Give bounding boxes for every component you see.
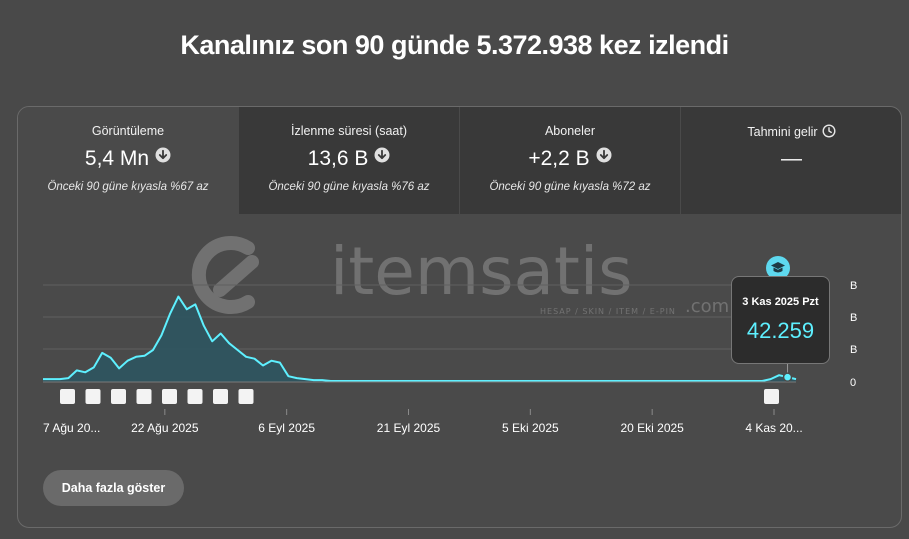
video-marker [85, 389, 101, 404]
watermark-tagline: HESAP / SKIN / ITEM / E-PIN [540, 307, 676, 316]
tab-value: 13,6 B [239, 147, 459, 171]
y-tick-label: B [850, 344, 857, 356]
video-marker [60, 389, 75, 404]
metric-tabs: Görüntüleme 5,4 Mn Önceki 90 güne kıyasl… [18, 107, 901, 215]
video-marker [213, 389, 228, 404]
arrow-down-circle-icon [596, 145, 612, 169]
x-tick-label: 21 Eyl 2025 [377, 421, 441, 435]
tab-value-text: +2,2 B [528, 147, 590, 170]
views-chart: B B B 0 7 Ağu 20... 22 Ağu 2025 6 Eyl 2025 21 E… [43, 280, 857, 435]
tab-label-text: Tahmini gelir [747, 124, 818, 139]
x-tick-label: 6 Eyl 2025 [258, 421, 315, 435]
show-more-button[interactable]: Daha fazla göster [43, 470, 184, 506]
data-point [782, 372, 793, 382]
tab-value-text: 13,6 B [307, 147, 369, 170]
tab-estimated-revenue[interactable]: Tahmini gelir — [681, 107, 901, 215]
watermark-brand: itemsatis [330, 233, 633, 310]
y-tick-label: B [850, 280, 857, 292]
tab-views[interactable]: Görüntüleme 5,4 Mn Önceki 90 güne kıyasl… [18, 107, 239, 215]
video-marker [111, 389, 126, 404]
x-tick-label: 5 Eki 2025 [502, 421, 559, 435]
watermark-tld: .com [685, 296, 729, 317]
chart-tooltip: 3 Kas 2025 Pzt 42.259 [731, 276, 830, 364]
x-tick-label: 20 Eki 2025 [620, 421, 684, 435]
tab-value: 5,4 Mn [18, 147, 238, 171]
tab-comparison-note: Önceki 90 güne kıyasla %67 az [47, 181, 209, 193]
video-marker [764, 389, 779, 404]
tooltip-date: 3 Kas 2025 Pzt [742, 296, 819, 308]
tooltip-value: 42.259 [746, 318, 815, 343]
analytics-card: Görüntüleme 5,4 Mn Önceki 90 güne kıyasl… [17, 106, 902, 528]
tab-comparison-note: Önceki 90 güne kıyasla %72 az [489, 181, 651, 193]
tab-label: Görüntüleme [91, 124, 165, 138]
tab-watch-time[interactable]: İzlenme süresi (saat) 13,6 B Önceki 90 g… [239, 107, 460, 215]
x-tick-label: 22 Ağu 2025 [131, 421, 199, 435]
x-tick-label: 7 Ağu 20... [43, 421, 100, 435]
tab-label: Tahmini gelir [681, 124, 901, 141]
tab-value: +2,2 B [460, 147, 680, 171]
y-tick-label: B [850, 312, 857, 324]
video-marker [136, 389, 152, 404]
tab-comparison-note: Önceki 90 güne kıyasla %76 az [268, 181, 430, 193]
series-area [43, 296, 796, 382]
tab-value-text: 5,4 Mn [84, 147, 150, 170]
tab-subscribers[interactable]: Aboneler +2,2 B Önceki 90 güne kıyasla %… [460, 107, 681, 215]
tab-value-text: — [781, 147, 802, 170]
y-tick-label: 0 [850, 377, 856, 389]
video-marker [162, 389, 177, 404]
x-tick-label: 4 Kas 20... [745, 421, 802, 435]
video-marker [238, 389, 254, 404]
video-marker [187, 389, 203, 404]
tab-label: İzlenme süresi (saat) [290, 124, 407, 138]
clock-icon [822, 124, 836, 141]
arrow-down-circle-icon [155, 145, 171, 169]
series-line [43, 295, 797, 382]
page-title: Kanalınız son 90 günde 5.372.938 kez izl… [180, 30, 729, 60]
tab-label: Aboneler [544, 124, 596, 138]
arrow-down-circle-icon [374, 145, 390, 169]
